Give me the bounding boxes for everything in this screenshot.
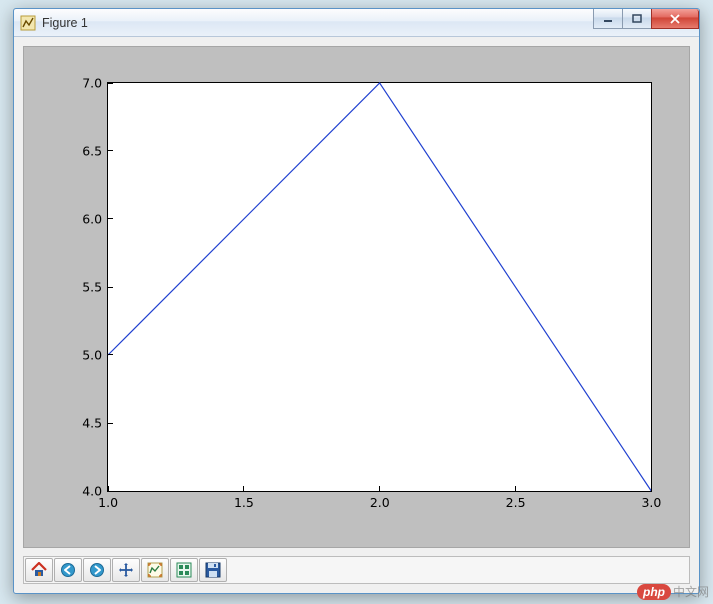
x-tick-label: 1.5 (229, 495, 259, 510)
figure-window: Figure 1 4.04.55.05.56.06.57.01.01.52.02… (13, 8, 700, 594)
titlebar[interactable]: Figure 1 (14, 9, 699, 37)
x-tick-label: 1.0 (93, 495, 123, 510)
subplots-button[interactable] (170, 558, 198, 582)
matplotlib-toolbar (23, 556, 690, 584)
app-icon (20, 15, 36, 31)
pan-button[interactable] (112, 558, 140, 582)
y-tick-label: 5.0 (72, 347, 102, 362)
y-tick-label: 6.0 (72, 211, 102, 226)
plot-axes: 4.04.55.05.56.06.57.01.01.52.02.53.0 (107, 82, 652, 492)
client-area: 4.04.55.05.56.06.57.01.01.52.02.53.0 (14, 37, 699, 593)
watermark-badge: php (637, 584, 671, 600)
x-tick-label: 3.0 (636, 495, 666, 510)
y-tick-label: 6.5 (72, 143, 102, 158)
x-tick-label: 2.0 (365, 495, 395, 510)
close-button[interactable] (651, 9, 699, 29)
save-button[interactable] (199, 558, 227, 582)
plot-panel: 4.04.55.05.56.06.57.01.01.52.02.53.0 (23, 46, 690, 548)
watermark: php中文网 (637, 583, 709, 600)
y-tick-label: 5.5 (72, 280, 102, 295)
minimize-button[interactable] (593, 9, 623, 29)
line-chart (108, 83, 651, 491)
x-tick-label: 2.5 (501, 495, 531, 510)
window-controls (594, 9, 699, 29)
window-title: Figure 1 (42, 16, 88, 30)
back-button[interactable] (54, 558, 82, 582)
home-button[interactable] (25, 558, 53, 582)
y-tick-label: 4.5 (72, 416, 102, 431)
maximize-button[interactable] (622, 9, 652, 29)
data-line (108, 83, 651, 491)
watermark-text: 中文网 (673, 585, 709, 599)
y-tick-label: 7.0 (72, 76, 102, 91)
zoom-button[interactable] (141, 558, 169, 582)
forward-button[interactable] (83, 558, 111, 582)
